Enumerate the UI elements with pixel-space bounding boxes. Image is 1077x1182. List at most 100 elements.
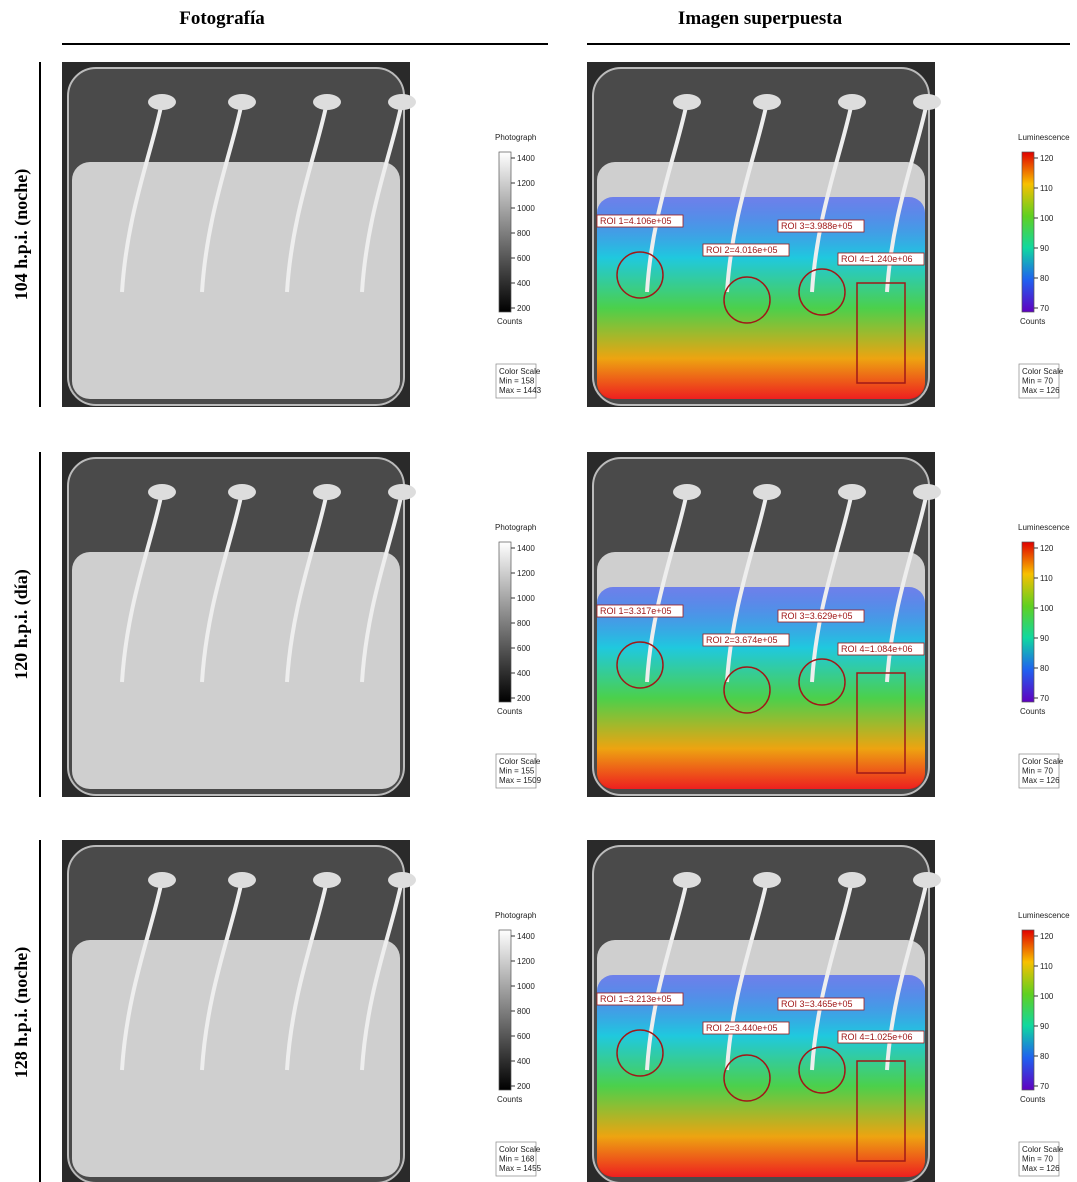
cotyledon (673, 94, 701, 110)
cotyledon (388, 872, 416, 888)
scale-tick-label: 800 (517, 229, 531, 238)
cotyledon (388, 484, 416, 500)
cotyledon (228, 94, 256, 110)
scale-legend-text: Color Scale (1022, 1145, 1064, 1154)
cotyledon (148, 94, 176, 110)
scale-unit: Counts (497, 317, 522, 326)
cotyledon (228, 484, 256, 500)
scale-tick-label: 120 (1040, 154, 1054, 163)
scale-legend-text: Max = 1509 (499, 776, 542, 785)
scale-tick-label: 1200 (517, 957, 535, 966)
color-bar (1022, 542, 1034, 702)
scale-tick-label: 110 (1040, 962, 1053, 971)
roi-label: ROI 3=3.988e+05 (781, 221, 853, 231)
scale-tick-label: 1000 (517, 594, 535, 603)
scale-tick-label: 1400 (517, 544, 535, 553)
cotyledon (388, 94, 416, 110)
scale-unit: Counts (1020, 1095, 1045, 1104)
color-bar (499, 152, 511, 312)
scale-tick-label: 70 (1040, 1082, 1049, 1091)
scale-legend-text: Min = 70 (1022, 767, 1053, 776)
scale-title: Photograph (495, 911, 536, 920)
scale-legend-text: Max = 126 (1022, 776, 1060, 785)
scale-tick-label: 80 (1040, 1052, 1049, 1061)
scale-title: Luminescence (1018, 133, 1070, 142)
scale-title: Luminescence (1018, 911, 1070, 920)
scale-tick-label: 1000 (517, 982, 535, 991)
scale-tick-label: 800 (517, 619, 531, 628)
scale-tick-label: 80 (1040, 274, 1049, 283)
roi-label: ROI 1=3.213e+05 (600, 994, 672, 1004)
scale-tick-label: 110 (1040, 184, 1053, 193)
scale-title: Photograph (495, 523, 536, 532)
roi-label: ROI 3=3.465e+05 (781, 999, 853, 1009)
cotyledon (148, 484, 176, 500)
scale-tick-label: 100 (1040, 992, 1054, 1001)
roi-label: ROI 1=3.317e+05 (600, 606, 672, 616)
scale-tick-label: 200 (517, 1082, 531, 1091)
scale-tick-label: 70 (1040, 694, 1049, 703)
color-bar (1022, 152, 1034, 312)
scale-unit: Counts (1020, 317, 1045, 326)
cotyledon (673, 484, 701, 500)
scale-legend-text: Min = 158 (499, 377, 535, 386)
scale-tick-label: 120 (1040, 932, 1054, 941)
scale-tick-label: 70 (1040, 304, 1049, 313)
roi-label: ROI 4=1.025e+06 (841, 1032, 913, 1042)
scale-unit: Counts (497, 1095, 522, 1104)
scale-legend-text: Color Scale (499, 1145, 541, 1154)
row-label: 120 h.p.i. (día) (11, 569, 32, 680)
scale-legend-text: Max = 126 (1022, 1164, 1060, 1173)
scale-tick-label: 400 (517, 279, 531, 288)
cotyledon (913, 94, 941, 110)
scale-tick-label: 110 (1040, 574, 1053, 583)
roi-label: ROI 4=1.240e+06 (841, 254, 913, 264)
cotyledon (913, 872, 941, 888)
scale-tick-label: 1000 (517, 204, 535, 213)
scale-legend-text: Color Scale (1022, 757, 1064, 766)
cotyledon (313, 484, 341, 500)
scale-tick-label: 1200 (517, 179, 535, 188)
row-label: 104 h.p.i. (noche) (11, 169, 32, 301)
cotyledon (838, 872, 866, 888)
cotyledon (838, 94, 866, 110)
color-bar (1022, 930, 1034, 1090)
roi-label: ROI 2=3.440e+05 (706, 1023, 778, 1033)
cotyledon (228, 872, 256, 888)
scale-tick-label: 100 (1040, 214, 1054, 223)
roi-label: ROI 1=4.106e+05 (600, 216, 672, 226)
scale-tick-label: 1400 (517, 154, 535, 163)
roi-label: ROI 4=1.084e+06 (841, 644, 913, 654)
cotyledon (913, 484, 941, 500)
scale-legend-text: Color Scale (499, 367, 541, 376)
color-bar (499, 542, 511, 702)
scale-tick-label: 800 (517, 1007, 531, 1016)
scale-tick-label: 100 (1040, 604, 1054, 613)
scale-tick-label: 90 (1040, 1022, 1049, 1031)
scale-tick-label: 400 (517, 669, 531, 678)
scale-tick-label: 1200 (517, 569, 535, 578)
scale-tick-label: 1400 (517, 932, 535, 941)
scale-legend-text: Max = 1455 (499, 1164, 542, 1173)
scale-tick-label: 120 (1040, 544, 1054, 553)
row-label: 128 h.p.i. (noche) (11, 947, 32, 1079)
cotyledon (838, 484, 866, 500)
scale-unit: Counts (497, 707, 522, 716)
scale-title: Photograph (495, 133, 536, 142)
cotyledon (313, 872, 341, 888)
cotyledon (753, 872, 781, 888)
column-header: Imagen superpuesta (678, 8, 843, 29)
cotyledon (753, 484, 781, 500)
scale-legend-text: Max = 126 (1022, 386, 1060, 395)
scale-title: Luminescence (1018, 523, 1070, 532)
scale-tick-label: 200 (517, 694, 531, 703)
scale-tick-label: 80 (1040, 664, 1049, 673)
cotyledon (313, 94, 341, 110)
scale-legend-text: Min = 70 (1022, 377, 1053, 386)
scale-legend-text: Min = 70 (1022, 1155, 1053, 1164)
scale-legend-text: Min = 168 (499, 1155, 535, 1164)
roi-label: ROI 3=3.629e+05 (781, 611, 853, 621)
scale-tick-label: 200 (517, 304, 531, 313)
scale-legend-text: Color Scale (1022, 367, 1064, 376)
cotyledon (753, 94, 781, 110)
